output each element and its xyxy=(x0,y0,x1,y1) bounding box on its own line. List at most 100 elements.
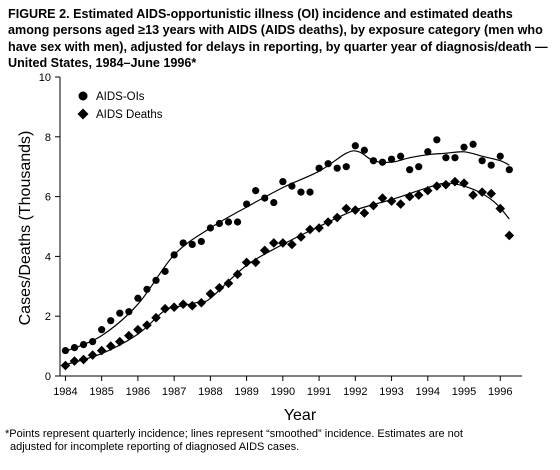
aids-deaths-point xyxy=(142,320,152,330)
aids-deaths-point xyxy=(114,336,125,347)
data-points xyxy=(60,136,515,371)
aids-deaths-point xyxy=(250,257,261,268)
aids-deaths-point xyxy=(413,190,424,200)
x-tick-label: 1990 xyxy=(271,386,295,398)
aids-ois-point xyxy=(206,224,214,232)
aids-ois-smoothed-line xyxy=(65,150,510,353)
aids-ois-point xyxy=(478,157,486,165)
aids-ois-point xyxy=(197,237,205,246)
aids-ois-point xyxy=(288,182,296,190)
aids-ois-point xyxy=(252,187,260,195)
aids-ois-legend-marker xyxy=(78,91,88,101)
aids-deaths-point xyxy=(223,278,234,289)
aids-ois-point xyxy=(61,346,70,355)
smoothed-lines xyxy=(65,150,510,366)
aids-ois-point xyxy=(70,343,79,352)
chart-axes xyxy=(59,77,522,377)
aids-ois-point xyxy=(233,218,242,226)
aids-ois-point xyxy=(306,188,314,196)
aids-deaths-point xyxy=(96,345,107,356)
aids-deaths-point xyxy=(377,193,388,203)
legend: AIDS-OIs AIDS Deaths xyxy=(77,91,163,121)
aids-deaths-point xyxy=(386,196,397,206)
aids-ois-point xyxy=(442,154,450,162)
x-tick-label: 1986 xyxy=(126,386,150,398)
aids-deaths-point xyxy=(441,179,451,190)
aids-deaths-point xyxy=(504,230,515,241)
footnote-line-1: *Points represent quarterly incidence; l… xyxy=(5,428,463,440)
aids-deaths-point xyxy=(432,181,442,191)
x-tick-label: 1991 xyxy=(307,386,331,398)
y-tick-label: 8 xyxy=(45,132,51,144)
aids-deaths-point xyxy=(486,188,496,199)
aids-ois-point xyxy=(79,341,88,349)
aids-ois-point xyxy=(215,219,224,228)
x-tick-label: 1989 xyxy=(234,386,258,398)
x-tick-label: 1988 xyxy=(198,386,222,398)
aids-deaths-point xyxy=(160,303,170,314)
aids-ois-point xyxy=(98,326,106,334)
aids-ois-point xyxy=(451,154,459,162)
x-axis-label: Year xyxy=(284,407,317,424)
x-tick-label: 1985 xyxy=(89,386,113,398)
aids-deaths-point xyxy=(151,312,161,323)
aids-deaths-point xyxy=(105,341,116,351)
x-tick-label: 1987 xyxy=(162,386,186,398)
aids-ois-point xyxy=(460,143,468,151)
y-axis-label: Cases/Deaths (Thousands) xyxy=(17,131,34,326)
aids-ois-point xyxy=(143,285,151,293)
aids-ois-point xyxy=(279,178,287,186)
aids-ois-point xyxy=(397,152,405,160)
x-tick-label: 1984 xyxy=(53,386,77,398)
aids-deaths-point xyxy=(268,238,279,248)
aids-deaths-point xyxy=(196,297,207,308)
aids-deaths-point xyxy=(332,212,342,223)
aids-ois-point xyxy=(342,163,350,171)
footnote-line-2: adjusted for incomplete reporting of dia… xyxy=(10,441,300,453)
aids-deaths-point xyxy=(278,238,288,248)
aids-ois-point xyxy=(387,155,396,163)
aids-ois-point xyxy=(270,198,278,207)
aids-deaths-point xyxy=(60,360,71,371)
aids-deaths-point xyxy=(169,302,179,313)
aids-deaths-point xyxy=(350,205,361,215)
aids-deaths-point xyxy=(259,245,270,256)
aids-ois-point xyxy=(351,142,359,150)
chart-ticks: 0 2 4 6 8 10 1984 1985 1986 1987 1988 1989 1990 1991 1… xyxy=(39,72,513,398)
chart-title: FIGURE 2. Estimated AIDS-opportunistic i… xyxy=(8,7,548,70)
x-tick-label: 1992 xyxy=(343,386,367,398)
aids-ois-legend-label: AIDS-OIs xyxy=(96,91,145,103)
aids-deaths-point xyxy=(314,223,324,233)
aids-deaths-legend-marker xyxy=(77,108,89,120)
aids-deaths-point xyxy=(241,257,252,268)
aids-ois-point xyxy=(333,164,341,172)
aids-ois-point xyxy=(152,276,160,284)
x-tick-label: 1996 xyxy=(488,386,512,398)
y-tick-label: 4 xyxy=(45,251,51,263)
x-tick-label: 1993 xyxy=(379,386,403,398)
aids-ois-point xyxy=(369,157,378,165)
aids-deaths-point xyxy=(69,356,80,366)
aids-deaths-point xyxy=(477,187,487,197)
aids-deaths-point xyxy=(178,299,188,310)
footnote: *Points represent quarterly incidence; l… xyxy=(5,428,555,454)
aids-ois-point xyxy=(469,140,477,148)
aids-ois-point xyxy=(161,267,169,275)
aids-ois-point xyxy=(188,240,196,249)
aids-ois-point xyxy=(261,194,269,202)
aids-ois-point xyxy=(89,338,97,346)
aids-ois-point xyxy=(116,309,124,317)
aids-deaths-point xyxy=(404,191,415,202)
aids-deaths-point xyxy=(422,185,433,196)
aids-deaths-legend-label: AIDS Deaths xyxy=(96,109,163,121)
aids-deaths-point xyxy=(468,190,478,200)
y-tick-label: 10 xyxy=(39,72,51,84)
aids-ois-point xyxy=(406,166,414,174)
aids-ois-point xyxy=(424,148,432,156)
aids-ois-point xyxy=(107,317,115,325)
aids-deaths-smoothed-line xyxy=(65,182,510,366)
aids-deaths-point xyxy=(459,178,469,188)
aids-ois-point xyxy=(125,308,133,316)
x-tick-label: 1995 xyxy=(452,386,476,398)
